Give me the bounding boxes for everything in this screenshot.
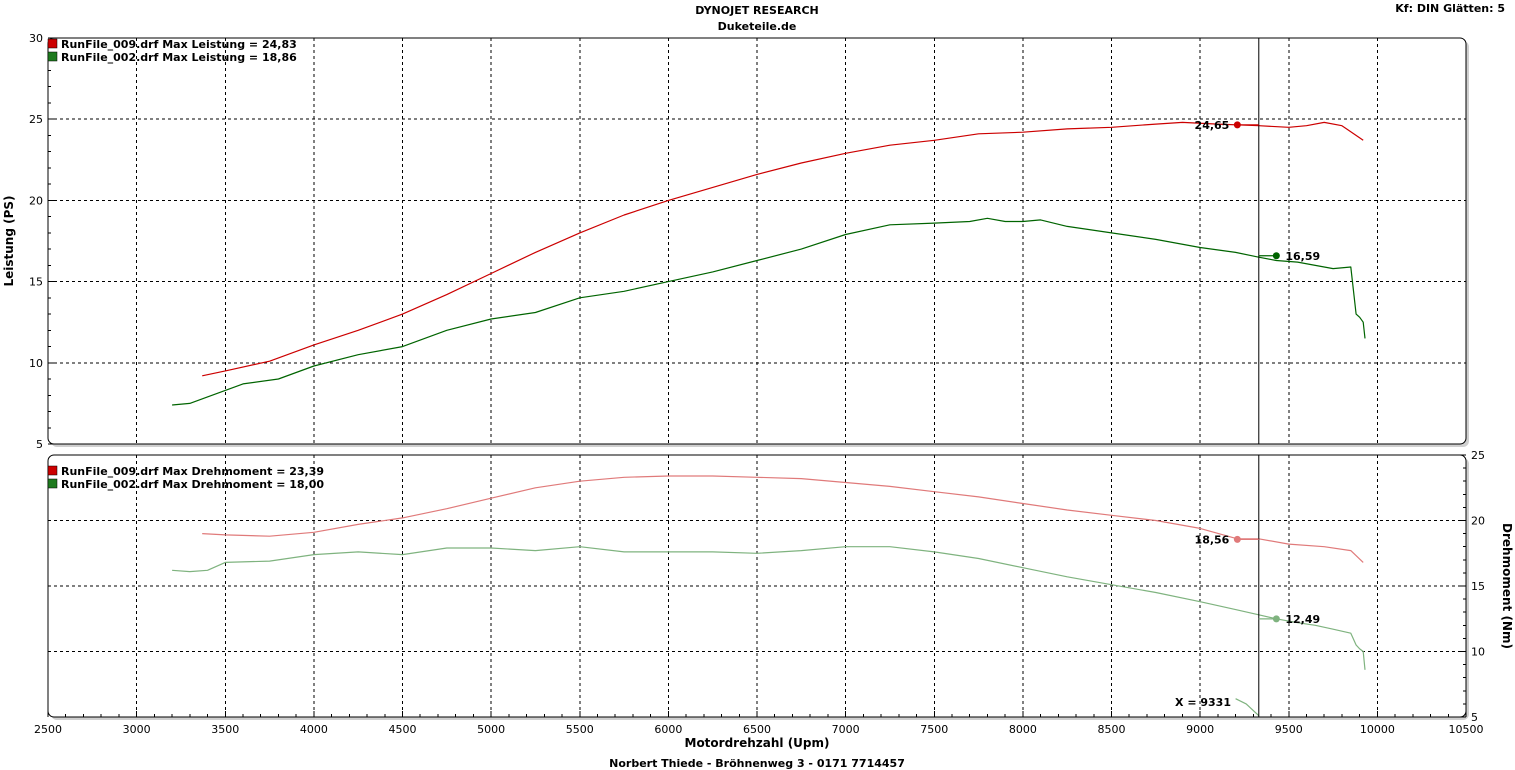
y-tick-label: 20: [1471, 515, 1485, 528]
marker-value-label: 16,59: [1285, 250, 1320, 263]
series-line-run002: [172, 217, 1366, 406]
x-tick-label: 6000: [654, 723, 682, 736]
x-tick-label: 8500: [1098, 723, 1126, 736]
x-tick-label: 5000: [477, 723, 505, 736]
torque-grid: [48, 455, 1466, 717]
power-grid: [48, 38, 1466, 444]
x-tick-label: 8000: [1009, 723, 1037, 736]
power-legend: RunFile_009.drf Max Leistung = 24,83 Run…: [47, 38, 297, 64]
legend-item-power-run009: RunFile_009.drf Max Leistung = 24,83: [61, 38, 297, 51]
marker-value-label: 24,65: [1195, 119, 1230, 132]
y-tick-label: 25: [1471, 449, 1485, 462]
x-tick-label: 7000: [832, 723, 860, 736]
x-tick-label: 5500: [566, 723, 594, 736]
chart-subtitle: Duketeile.de: [718, 20, 797, 33]
x-tick-label: 7500: [920, 723, 948, 736]
data-marker: [1233, 535, 1241, 543]
data-marker: [1272, 615, 1280, 623]
x-tick-label: 9000: [1186, 723, 1214, 736]
footer-text: Norbert Thiede - Bröhnenweg 3 - 0171 771…: [609, 757, 905, 770]
torque-y-ticks: 5 10 15 20 25: [1460, 449, 1485, 724]
x-axis-ticks: 2500 3000 3500 4000 4500 5000 5500 6000 6500 7000…: [34, 711, 1484, 736]
y-tick-label: 25: [29, 113, 43, 126]
x-tick-label: 3500: [211, 723, 239, 736]
torque-markers: 18,56 12,49: [1195, 533, 1321, 626]
data-marker: [1233, 121, 1241, 129]
series-line-run002: [1235, 698, 1260, 717]
torque-y-axis-label: Drehmoment (Nm): [1500, 523, 1514, 649]
chart-title: DYNOJET RESEARCH: [695, 4, 818, 17]
marker-value-label: 12,49: [1285, 613, 1320, 626]
x-tick-label: 4500: [389, 723, 417, 736]
y-tick-label: 15: [29, 276, 43, 289]
torque-legend: RunFile_009.drf Max Drehmoment = 23,39 R…: [47, 465, 324, 491]
cursor-x-label: X = 9331: [1175, 696, 1231, 709]
power-markers: 24,65 16,59: [1195, 119, 1321, 263]
y-tick-label: 30: [29, 32, 43, 45]
y-tick-label: 20: [29, 194, 43, 207]
legend-item-torque-run009: RunFile_009.drf Max Drehmoment = 23,39: [61, 465, 324, 478]
power-y-axis-label: Leistung (PS): [2, 195, 16, 286]
y-tick-label: 15: [1471, 580, 1485, 593]
marker-value-label: 18,56: [1195, 533, 1230, 546]
data-marker: [1272, 252, 1280, 260]
x-tick-label: 4000: [300, 723, 328, 736]
y-tick-label: 5: [1471, 711, 1478, 724]
y-tick-label: 5: [36, 438, 43, 451]
power-y-ticks: 5 10 15 20 25 30: [29, 32, 54, 451]
x-tick-label: 6500: [743, 723, 771, 736]
legend-swatch-run002: [47, 51, 58, 62]
x-tick-label: 3000: [123, 723, 151, 736]
x-tick-label: 10500: [1449, 723, 1484, 736]
legend-swatch-torque-run002: [47, 478, 58, 489]
series-line-run002: [172, 546, 1366, 670]
y-tick-label: 10: [1471, 646, 1485, 659]
legend-item-power-run002: RunFile_002.drf Max Leistung = 18,86: [61, 51, 297, 64]
x-axis-label: Motordrehzahl (Upm): [685, 736, 830, 750]
settings-label: Kf: DIN Glätten: 5: [1395, 2, 1505, 15]
legend-item-torque-run002: RunFile_002.drf Max Drehmoment = 18,00: [61, 478, 324, 491]
x-tick-label: 10000: [1360, 723, 1395, 736]
legend-swatch-run009: [47, 38, 58, 49]
x-tick-label: 2500: [34, 723, 62, 736]
legend-swatch-torque-run009: [47, 465, 58, 476]
x-tick-label: 9500: [1275, 723, 1303, 736]
y-tick-label: 10: [29, 357, 43, 370]
